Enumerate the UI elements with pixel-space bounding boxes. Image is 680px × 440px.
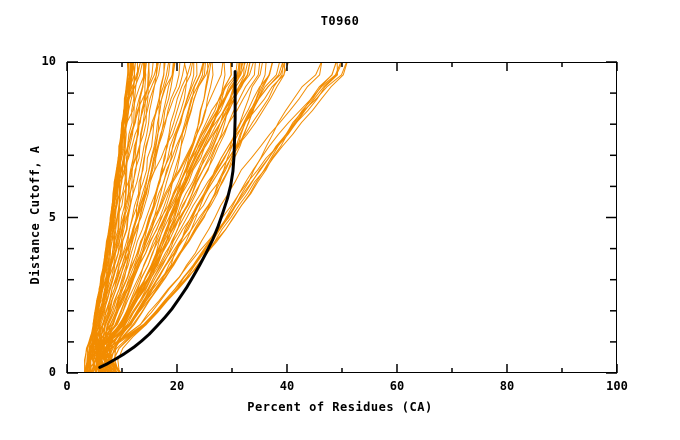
- prediction-curve: [95, 63, 246, 372]
- prediction-curve: [92, 63, 341, 372]
- prediction-curve: [85, 63, 214, 372]
- prediction-curve: [107, 63, 273, 372]
- prediction-curve: [86, 63, 205, 372]
- reference-curve: [98, 70, 237, 369]
- plot-canvas: [83, 63, 348, 372]
- y-tick-label: 5: [48, 209, 56, 224]
- x-tick-label: 80: [499, 379, 515, 393]
- prediction-curve: [84, 63, 171, 372]
- y-tick-label: 10: [41, 54, 56, 68]
- prediction-curve: [83, 63, 146, 372]
- prediction-curve: [87, 63, 224, 372]
- prediction-curve: [97, 63, 181, 372]
- prediction-curve: [95, 63, 347, 372]
- prediction-curve: [98, 63, 161, 372]
- reference-curve-group: [98, 70, 237, 369]
- prediction-curve: [105, 63, 193, 372]
- prediction-curve: [117, 63, 348, 372]
- x-tick-label: 40: [279, 379, 295, 393]
- prediction-curve: [107, 63, 198, 372]
- prediction-curve: [98, 63, 154, 372]
- y-axis-label: Distance Cutoff, A: [28, 145, 42, 285]
- plot-area: [67, 62, 617, 373]
- prediction-curve: [99, 63, 212, 372]
- prediction-curve: [95, 63, 176, 372]
- prediction-curve: [88, 63, 158, 372]
- x-tick-label: 20: [169, 379, 185, 393]
- prediction-curve: [87, 63, 337, 372]
- prediction-curve: [109, 63, 286, 372]
- prediction-curve: [97, 63, 158, 372]
- prediction-curves-group: [83, 63, 348, 372]
- prediction-curve: [97, 63, 206, 372]
- x-tick-label: 60: [389, 379, 405, 393]
- y-tick-label: 0: [48, 365, 56, 379]
- x-axis-label: Percent of Residues (CA): [247, 400, 433, 414]
- prediction-curve: [103, 63, 241, 372]
- x-tick-label: 0: [63, 379, 71, 393]
- page-title: T0960: [320, 14, 360, 28]
- prediction-curve: [102, 63, 188, 372]
- prediction-curve: [84, 63, 209, 372]
- prediction-curve: [91, 63, 323, 372]
- prediction-curve: [114, 63, 284, 372]
- prediction-curve: [102, 63, 322, 372]
- x-tick-label: 100: [606, 379, 628, 393]
- prediction-curve: [86, 63, 169, 372]
- prediction-curve: [94, 63, 267, 372]
- prediction-curve: [93, 63, 132, 372]
